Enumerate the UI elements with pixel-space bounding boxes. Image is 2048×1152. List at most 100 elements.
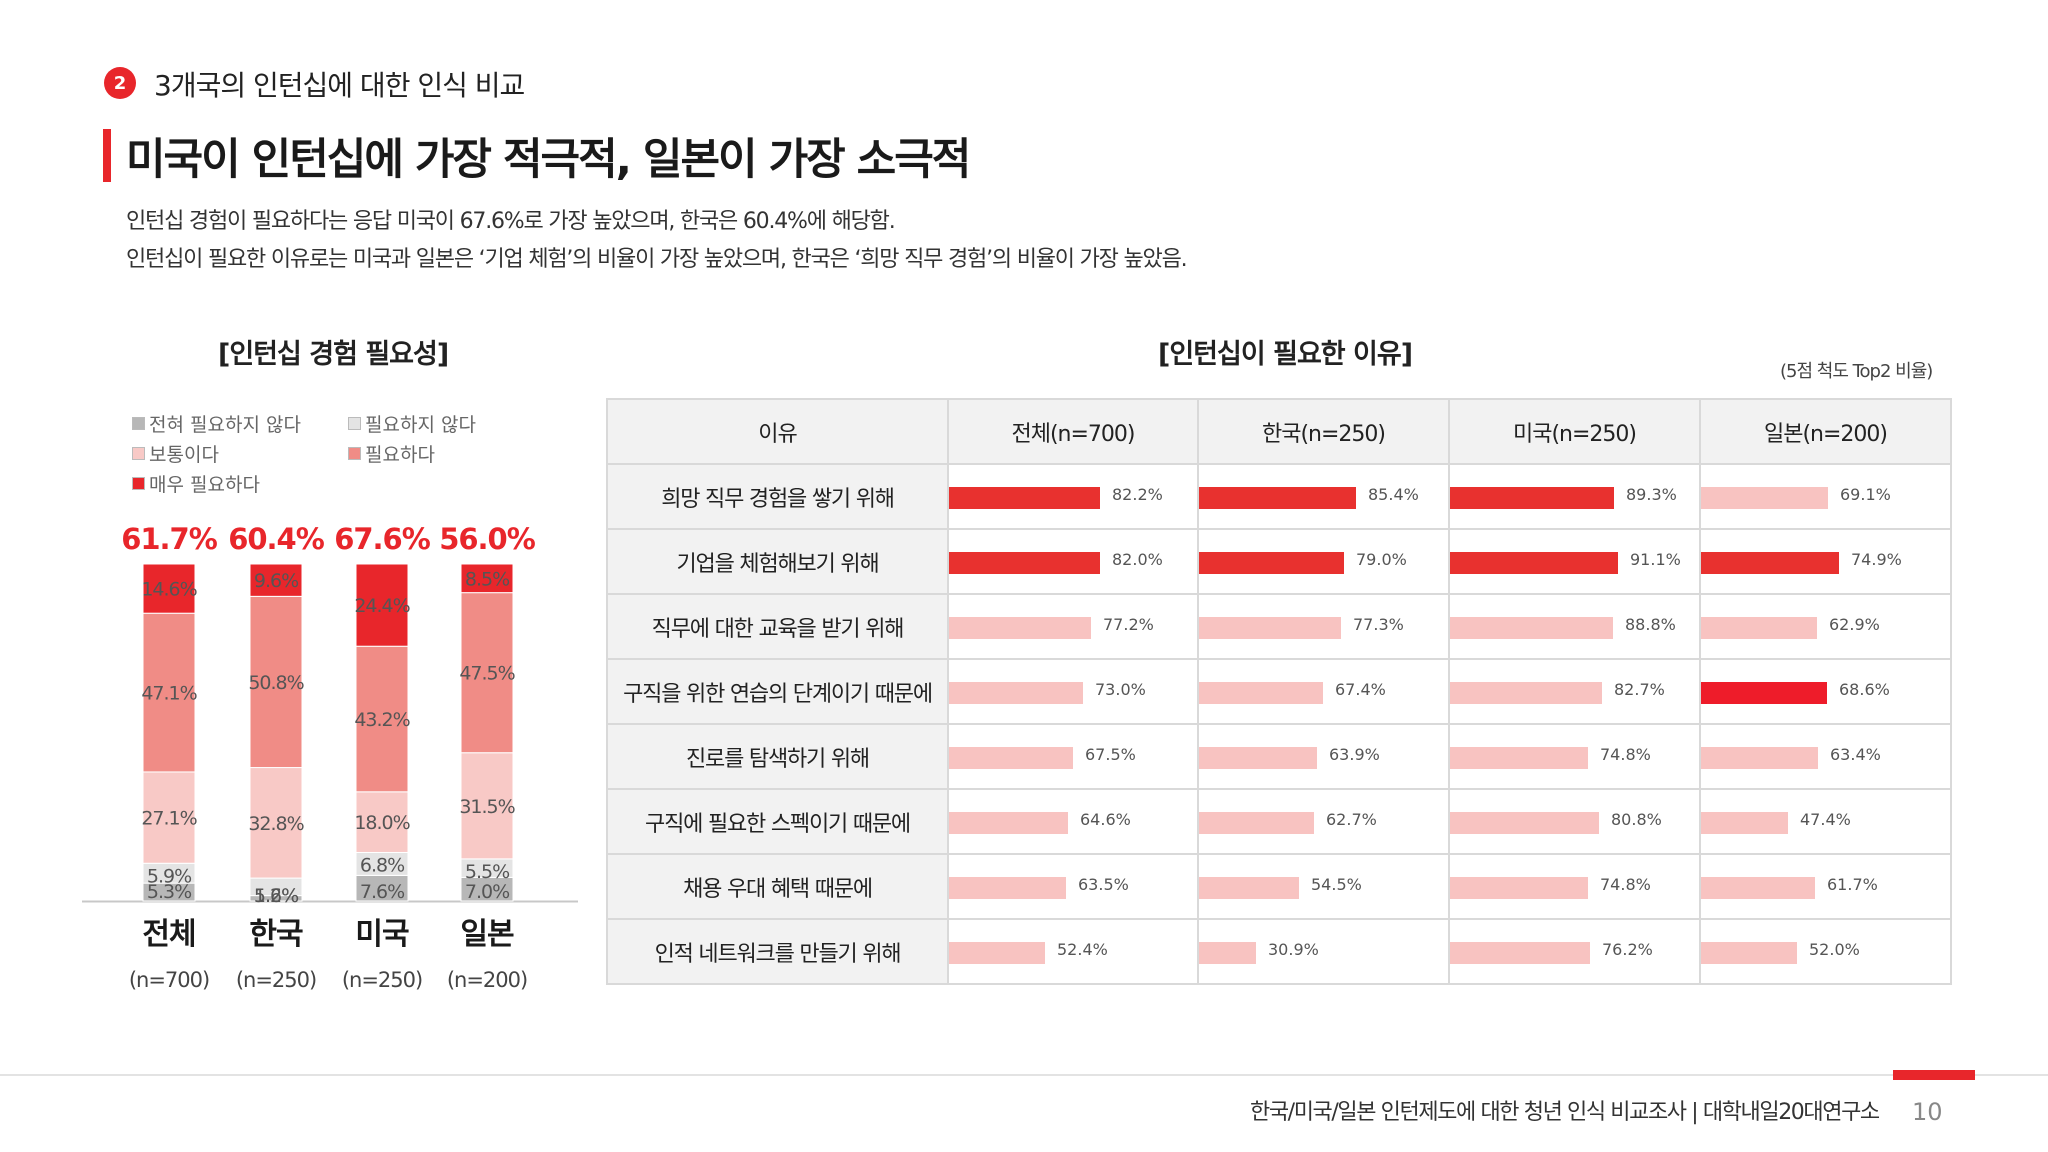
value-cell: 67.4% [1197,658,1450,725]
segment-value-label: 31.5% [459,796,514,818]
section-number-badge: 2 [104,67,136,99]
value-label: 62.9% [1829,615,1880,634]
value-bar [1199,552,1344,574]
value-bar [1450,552,1618,574]
value-label: 67.4% [1335,680,1386,699]
legend-swatch [348,447,361,460]
legend-label: 보통이다 [149,444,219,466]
value-label: 54.5% [1311,875,1362,894]
value-bar [1450,942,1590,964]
left-chart-title: [인턴십 경험 필요성] [218,339,449,370]
reason-label: 구직을 위한 연습의 단계이기 때문에 [606,658,949,725]
scale-note: (5점 척도 Top2 비율) [1780,361,1933,382]
value-cell: 61.7% [1699,853,1952,920]
table-row: 직무에 대한 교육을 받기 위해 77.2% 77.3% 88.8% 62.9% [606,593,1952,660]
value-label: 82.7% [1614,680,1665,699]
top2-total-label: 60.4% [228,522,325,556]
value-label: 77.3% [1353,615,1404,634]
value-bar [1199,812,1314,834]
table-row: 채용 우대 혜택 때문에 63.5% 54.5% 74.8% 61.7% [606,853,1952,920]
table-header-row: 이유 전체(n=700) 한국(n=250) 미국(n=250) 일본(n=20… [606,398,1952,465]
value-bar [1701,942,1797,964]
value-label: 73.0% [1095,680,1146,699]
value-cell: 52.4% [947,918,1199,985]
legend-item-very-needed: 매우 필요하다 [132,470,260,497]
value-label: 88.8% [1625,615,1676,634]
segment-value-label: 50.8% [248,672,303,694]
value-cell: 62.9% [1699,593,1952,660]
legend-label: 필요하지 않다 [365,414,476,436]
legend-label: 매우 필요하다 [149,474,260,496]
value-label: 77.2% [1103,615,1154,634]
value-label: 47.4% [1800,810,1851,829]
value-bar [1701,487,1828,509]
value-bar [1199,682,1323,704]
value-cell: 63.4% [1699,723,1952,790]
legend-item-neutral: 보통이다 [132,440,219,467]
value-label: 64.6% [1080,810,1131,829]
value-bar [1450,877,1588,899]
value-bar [949,487,1100,509]
value-label: 52.4% [1057,940,1108,959]
value-label: 74.9% [1851,550,1902,569]
segment-value-label: 27.1% [141,808,196,830]
table-row: 구직에 필요한 스펙이기 때문에 64.6% 62.7% 80.8% 47.4% [606,788,1952,855]
legend-label: 필요하다 [365,444,435,466]
value-bar [1199,617,1341,639]
reason-label: 희망 직무 경험을 쌓기 위해 [606,463,949,530]
value-cell: 82.0% [947,528,1199,595]
legend-item-not-needed: 필요하지 않다 [348,410,476,437]
value-bar [1199,487,1356,509]
value-bar [1199,942,1256,964]
segment-very-needed [460,563,514,594]
value-label: 76.2% [1602,940,1653,959]
value-cell: 82.7% [1448,658,1701,725]
value-cell: 79.0% [1197,528,1450,595]
table-row: 진로를 탐색하기 위해 67.5% 63.9% 74.8% 63.4% [606,723,1952,790]
footer-divider [0,1074,2048,1076]
value-bar [1701,682,1827,704]
headline: 미국이 인턴십에 가장 적극적, 일본이 가장 소극적 [126,135,971,185]
value-cell: 54.5% [1197,853,1450,920]
value-label: 74.8% [1600,745,1651,764]
value-cell: 63.9% [1197,723,1450,790]
category-label: 일본 [460,917,514,952]
footer-source: 한국/미국/일본 인턴제도에 대한 청년 인식 비교조사 | 대학내일20대연구… [1250,1100,1880,1125]
segment-value-label: 5.5% [465,861,509,883]
segment-value-label: 9.6% [254,570,298,592]
segment-neutral [355,791,409,853]
stacked-bar-chart: 5.3%5.9% 27.1% 47.1% 14.6% 61.7% 전체 (n=700) 1.6… [82,522,578,992]
legend-label: 전혀 필요하지 않다 [149,414,301,436]
value-cell: 77.3% [1197,593,1450,660]
segment-value-label: 5.3% [147,881,191,903]
segment-very-needed [355,563,409,647]
segment-very-needed [142,563,196,614]
segment-value-label: 43.2% [354,709,409,731]
value-cell: 47.4% [1699,788,1952,855]
segment-value-label: 18.0% [354,812,409,834]
reason-label: 진로를 탐색하기 위해 [606,723,949,790]
reason-label: 채용 우대 혜택 때문에 [606,853,949,920]
value-label: 68.6% [1839,680,1890,699]
top2-total-label: 61.7% [121,522,218,556]
value-bar [949,617,1091,639]
table-row: 기업을 체험해보기 위해 82.0% 79.0% 91.1% 74.9% [606,528,1952,595]
value-cell: 82.2% [947,463,1199,530]
value-cell: 91.1% [1448,528,1701,595]
value-cell: 77.2% [947,593,1199,660]
segment-value-label: 47.1% [141,683,196,705]
segment-value-label: 7.6% [360,881,404,903]
value-bar [949,747,1073,769]
segment-value-label: 5.9% [147,865,191,887]
value-cell: 68.6% [1699,658,1952,725]
value-label: 89.3% [1626,485,1677,504]
value-bar [949,682,1083,704]
top2-total-label: 56.0% [439,522,536,556]
segment-value-label: 7.0% [465,881,509,903]
legend-item-not-at-all: 전혀 필요하지 않다 [132,410,301,437]
value-cell: 30.9% [1197,918,1450,985]
right-chart-title: [인턴십이 필요한 이유] [1158,339,1413,370]
value-label: 30.9% [1268,940,1319,959]
segment-value-label: 47.5% [459,663,514,685]
value-cell: 89.3% [1448,463,1701,530]
